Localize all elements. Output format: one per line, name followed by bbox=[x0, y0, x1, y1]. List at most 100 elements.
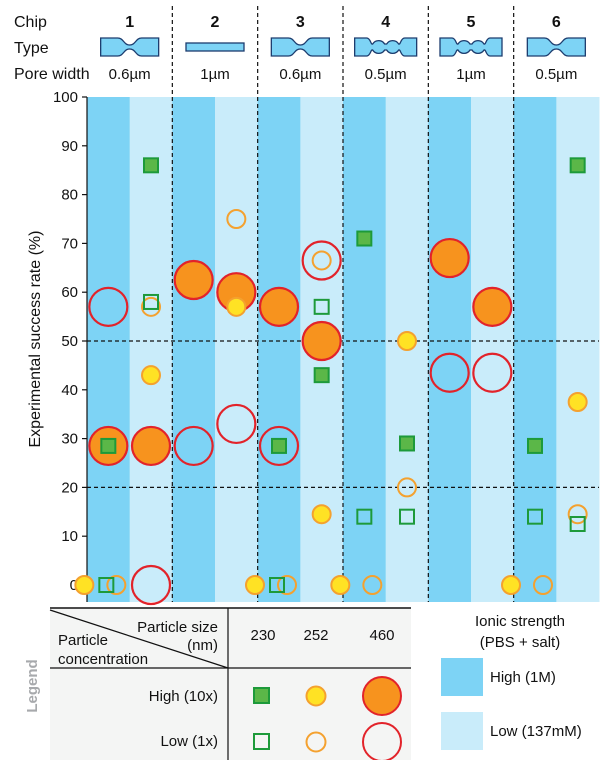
y-tick-label-10: 10 bbox=[61, 528, 78, 545]
legend-diagonal bbox=[49, 609, 229, 669]
ionic-low-label: Low (137mM) bbox=[490, 723, 582, 740]
chip-pore-width-5: 1µm bbox=[456, 66, 485, 83]
marker-col10-230-low bbox=[527, 508, 543, 525]
chip-type-icon-2 bbox=[185, 42, 245, 52]
legend-marker-460-high bbox=[362, 676, 402, 716]
reference-lines bbox=[87, 340, 599, 488]
legend-size-460: 460 bbox=[369, 627, 394, 644]
chip-number-5: 5 bbox=[467, 14, 476, 31]
ionic-strength-bands bbox=[87, 97, 600, 602]
marker-col3-252-high bbox=[226, 296, 247, 317]
chip-number-6: 6 bbox=[552, 14, 561, 31]
band-chip4-high bbox=[343, 97, 387, 602]
chip-pore-width-6: 0.5µm bbox=[535, 66, 577, 83]
chip-separators bbox=[171, 6, 515, 602]
marker-col7-252-low bbox=[397, 477, 417, 498]
legend-marker-230-high bbox=[253, 687, 270, 704]
y-tick-label-50: 50 bbox=[61, 333, 78, 350]
marker-col6-230-high bbox=[356, 230, 373, 247]
legend-conc-label: Particle bbox=[58, 632, 108, 649]
marker-col0-460-low bbox=[88, 286, 129, 327]
band-chip2-low bbox=[215, 97, 259, 602]
marker-col10-230-high bbox=[527, 437, 543, 454]
chip-number-4: 4 bbox=[381, 14, 390, 31]
chip-pore-width-1: 0.6µm bbox=[109, 66, 151, 83]
band-chip1-low bbox=[129, 97, 173, 602]
y-tick-label-90: 90 bbox=[61, 138, 78, 155]
marker-col11-230-low bbox=[569, 516, 586, 532]
legend-marker-460-low bbox=[362, 722, 402, 760]
band-chip6-high bbox=[513, 97, 557, 602]
band-chip3-high bbox=[257, 97, 301, 602]
chip-type-icon-3 bbox=[270, 37, 330, 57]
chip-type-icon-5 bbox=[439, 37, 503, 57]
legend-size-252: 252 bbox=[303, 627, 328, 644]
marker-col0-252-low bbox=[106, 575, 127, 595]
legend-marker-230-low bbox=[253, 733, 270, 750]
marker-col0-230-high bbox=[100, 437, 117, 454]
type-row-label: Type bbox=[14, 40, 49, 57]
marker-col5-252-low bbox=[311, 250, 332, 271]
marker-col0-230-low bbox=[98, 577, 115, 593]
chip-number-3: 3 bbox=[296, 14, 305, 31]
marker-col5-460-high bbox=[301, 320, 342, 362]
legend-conc-label-2: concentration bbox=[58, 651, 148, 668]
chip-number-2: 2 bbox=[211, 14, 220, 31]
y-tick-label-30: 30 bbox=[61, 431, 78, 448]
legend-size-label: Particle size bbox=[137, 619, 218, 636]
marker-col6-252-high bbox=[330, 575, 351, 595]
marker-col7-252-high bbox=[397, 331, 417, 351]
marker-col4-460-low bbox=[258, 425, 300, 467]
marker-col1-230-high bbox=[143, 157, 159, 174]
legend-background bbox=[50, 608, 411, 760]
marker-col10-252-high bbox=[501, 575, 521, 595]
marker-col7-230-high bbox=[399, 435, 415, 452]
marker-col11-252-high bbox=[567, 392, 588, 412]
marker-col3-252-low bbox=[226, 209, 247, 229]
marker-col8-460-high bbox=[429, 237, 470, 279]
ionic-subtitle: (PBS + salt) bbox=[480, 634, 560, 651]
marker-col8-460-low bbox=[429, 352, 470, 393]
marker-col7-230-low bbox=[399, 508, 415, 525]
y-tick-label-40: 40 bbox=[61, 382, 78, 399]
marker-col9-460-high bbox=[472, 286, 513, 327]
legend: Particle size (nm) Particle concentratio… bbox=[24, 607, 582, 760]
y-tick-label-20: 20 bbox=[61, 479, 78, 496]
chip-pore-width-2: 1µm bbox=[200, 66, 229, 83]
legend-marker-252-low bbox=[305, 731, 327, 753]
chip-type-icon-4 bbox=[354, 37, 418, 57]
band-chip5-high bbox=[428, 97, 472, 602]
marker-col6-252-low bbox=[362, 575, 383, 595]
marker-col4-230-high bbox=[271, 437, 287, 454]
marker-col5-230-low bbox=[313, 298, 330, 315]
data-markers bbox=[74, 157, 588, 606]
marker-col2-460-low bbox=[173, 425, 214, 467]
ionic-low-swatch bbox=[441, 712, 483, 750]
marker-col1-460-high bbox=[130, 425, 172, 467]
legend-size-unit: (nm) bbox=[187, 637, 218, 654]
marker-col1-460-low bbox=[130, 564, 172, 606]
marker-col10-252-low bbox=[533, 575, 553, 595]
band-chip5-low bbox=[471, 97, 515, 602]
y-tick-label-100: 100 bbox=[53, 89, 78, 106]
marker-col0-252-high bbox=[74, 575, 95, 595]
marker-col11-252-low bbox=[567, 504, 588, 525]
chip-pore-width-3: 0.6µm bbox=[279, 66, 321, 83]
chip-pore-width-4: 0.5µm bbox=[365, 66, 407, 83]
ionic-high-label: High (1M) bbox=[490, 669, 556, 686]
chip-type-icon-1 bbox=[100, 37, 160, 57]
marker-col4-230-low bbox=[269, 577, 285, 593]
band-chip2-high bbox=[172, 97, 216, 602]
y-tick-label-60: 60 bbox=[61, 284, 78, 301]
legend-title: Legend bbox=[24, 659, 41, 712]
marker-col5-460-low bbox=[301, 240, 342, 281]
marker-col4-460-high bbox=[258, 286, 300, 327]
marker-col9-460-low bbox=[472, 352, 513, 393]
legend-conc-low: Low (1x) bbox=[160, 733, 218, 750]
y-tick-label-0: 0 bbox=[70, 577, 78, 594]
marker-col5-252-high bbox=[311, 504, 332, 525]
marker-col3-460-low bbox=[216, 403, 257, 445]
chip-number-1: 1 bbox=[125, 14, 134, 31]
marker-col11-230-high bbox=[569, 157, 586, 174]
